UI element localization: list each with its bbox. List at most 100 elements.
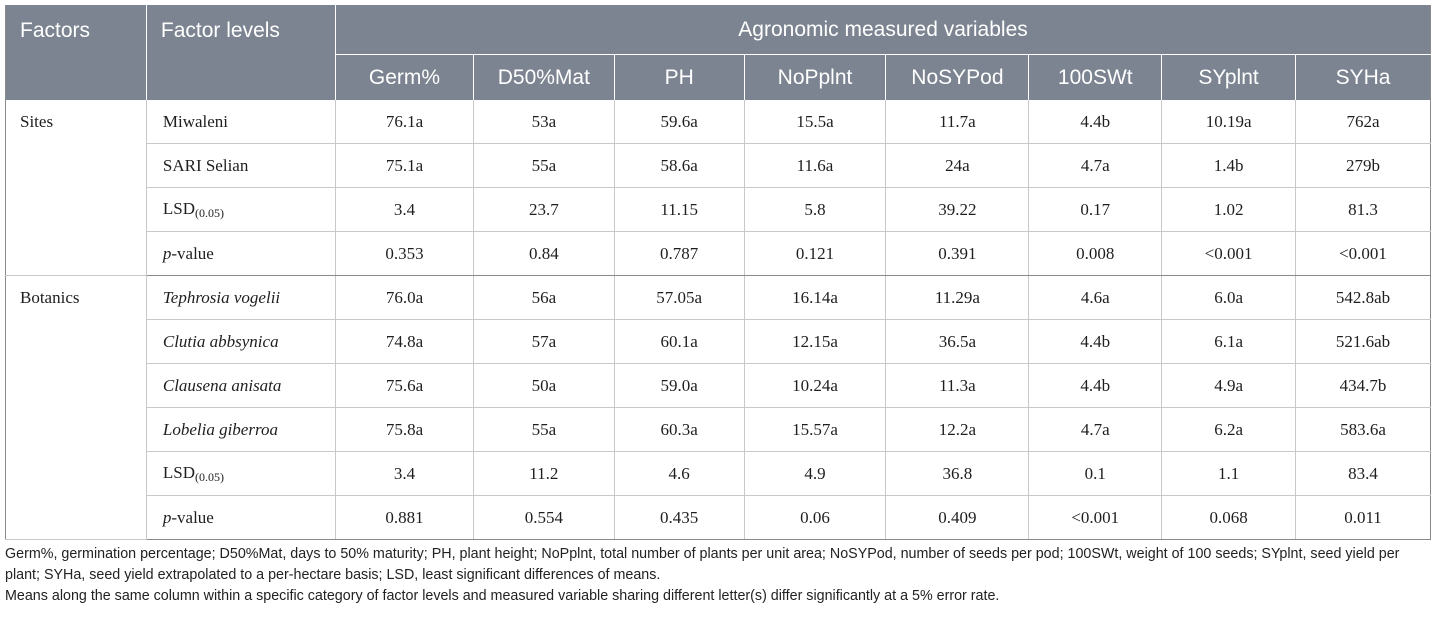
value-cell: <0.001	[1161, 231, 1296, 276]
factor-level-cell: Tephrosia vogelii	[146, 275, 337, 320]
value-cell: 12.2a	[885, 407, 1030, 452]
value-cell: 0.121	[744, 231, 887, 276]
header-variable: D50%Mat	[473, 54, 615, 100]
header-variable: Germ%	[335, 54, 474, 100]
value-cell: 11.7a	[885, 100, 1030, 144]
value-cell: 1.4b	[1161, 143, 1296, 188]
value-cell: 6.1a	[1161, 319, 1296, 364]
table-row: Botanics Tephrosia vogelii 76.0a 56a 57.05a 1…	[5, 275, 1431, 540]
value-cell: 0.435	[614, 495, 745, 540]
value-cell: 12.15a	[744, 319, 887, 364]
level-label: Tephrosia vogelii	[162, 287, 281, 307]
header-factors: Factors	[5, 5, 147, 100]
level-label: LSD	[162, 198, 195, 218]
value-cell: 74.8a	[335, 319, 474, 364]
value-cell: 0.787	[614, 231, 745, 276]
factor-level-cell: LSD(0.05)	[146, 187, 337, 232]
value-cell: 16.14a	[744, 275, 887, 320]
value-cell: 434.7b	[1295, 363, 1431, 408]
header-variable: SYHa	[1295, 54, 1431, 100]
value-cell: 36.8	[885, 451, 1030, 496]
value-cell: 5.8	[744, 187, 887, 232]
header-variable: PH	[614, 54, 745, 100]
p-italic: p	[162, 243, 172, 263]
p-value-label: -value	[171, 507, 214, 527]
value-cell: 1.1	[1161, 451, 1296, 496]
value-cell: 4.6	[614, 451, 745, 496]
value-cell: 55a	[473, 407, 615, 452]
header-measured-variables: Agronomic measured variables	[335, 5, 1431, 55]
value-cell: 50a	[473, 363, 615, 408]
table-row: Clausena anisata 75.6a 50a 59.0a 10.24a 11.3a…	[6, 363, 1431, 408]
value-cell: 4.7a	[1028, 143, 1163, 188]
value-cell: 57.05a	[614, 275, 745, 320]
value-cell: 76.0a	[335, 275, 474, 320]
value-cell: 0.391	[885, 231, 1030, 276]
level-label: Clutia abbsynica	[162, 331, 279, 351]
factor-cell: Sites	[5, 100, 147, 276]
value-cell: 0.008	[1028, 231, 1163, 276]
value-cell: 75.8a	[335, 407, 474, 452]
value-cell: 76.1a	[335, 100, 474, 144]
value-cell: 6.0a	[1161, 275, 1296, 320]
header-variable: NoPplnt	[744, 54, 887, 100]
value-cell: 0.554	[473, 495, 615, 540]
table-row: p-value 0.881 0.554 0.435 0.06 0.409 <0.001 0.0…	[6, 495, 1431, 540]
value-cell: 10.24a	[744, 363, 887, 408]
value-cell: 59.6a	[614, 100, 745, 144]
level-subscript: (0.05)	[195, 469, 224, 484]
value-cell: 11.2	[473, 451, 615, 496]
value-cell: 60.3a	[614, 407, 745, 452]
value-cell: 24a	[885, 143, 1030, 188]
value-cell: 542.8ab	[1295, 275, 1431, 320]
value-cell: 0.881	[335, 495, 474, 540]
factor-level-cell: Lobelia giberroa	[146, 407, 337, 452]
table-row: Sites Miwaleni 76.1a 53a 59.6a 15.5a 11.7a 4.4b…	[5, 100, 1431, 276]
value-cell: 11.6a	[744, 143, 887, 188]
value-cell: 583.6a	[1295, 407, 1431, 452]
factor-level-cell: Clutia abbsynica	[146, 319, 337, 364]
value-cell: 39.22	[885, 187, 1030, 232]
value-cell: 0.011	[1295, 495, 1431, 540]
level-label: LSD	[162, 462, 195, 482]
value-cell: 11.29a	[885, 275, 1030, 320]
value-cell: 15.5a	[744, 100, 887, 144]
header-variable: 100SWt	[1028, 54, 1163, 100]
p-italic: p	[162, 507, 172, 527]
value-cell: 0.1	[1028, 451, 1163, 496]
level-label: SARI Selian	[162, 155, 249, 175]
level-label: Clausena anisata	[162, 375, 282, 395]
header-factor-levels: Factor levels	[146, 5, 337, 100]
value-cell: 0.84	[473, 231, 615, 276]
value-cell: 762a	[1295, 100, 1431, 144]
table-row: SARI Selian 75.1a 55a 58.6a 11.6a 24a 4.7a 1.4b…	[6, 143, 1431, 188]
factor-level-cell: LSD(0.05)	[146, 451, 337, 496]
factor-level-cell: p-value	[146, 495, 337, 540]
value-cell: 4.9	[744, 451, 887, 496]
value-cell: 55a	[473, 143, 615, 188]
value-cell: 36.5a	[885, 319, 1030, 364]
table-row: LSD(0.05) 3.4 11.2 4.6 4.9 36.8 0.1 1.1 83.4	[6, 451, 1431, 496]
value-cell: 279b	[1295, 143, 1431, 188]
value-cell: 3.4	[335, 451, 474, 496]
value-cell: <0.001	[1028, 495, 1163, 540]
value-cell: 53a	[473, 100, 615, 144]
value-cell: 1.02	[1161, 187, 1296, 232]
value-cell: 23.7	[473, 187, 615, 232]
value-cell: 60.1a	[614, 319, 745, 364]
value-cell: 4.6a	[1028, 275, 1163, 320]
table-header: Factors Factor levels Agronomic measured…	[5, 5, 1431, 100]
value-cell: 15.57a	[744, 407, 887, 452]
level-label: Lobelia giberroa	[162, 419, 278, 439]
value-cell: 4.4b	[1028, 319, 1163, 364]
header-variable: SYplnt	[1161, 54, 1296, 100]
factor-cell: Botanics	[5, 275, 147, 540]
value-cell: 75.6a	[335, 363, 474, 408]
level-label: Miwaleni	[162, 111, 229, 131]
value-cell: 59.0a	[614, 363, 745, 408]
value-cell: 0.068	[1161, 495, 1296, 540]
value-cell: <0.001	[1295, 231, 1431, 276]
value-cell: 75.1a	[335, 143, 474, 188]
value-cell: 521.6ab	[1295, 319, 1431, 364]
factor-level-cell: p-value	[146, 231, 337, 276]
